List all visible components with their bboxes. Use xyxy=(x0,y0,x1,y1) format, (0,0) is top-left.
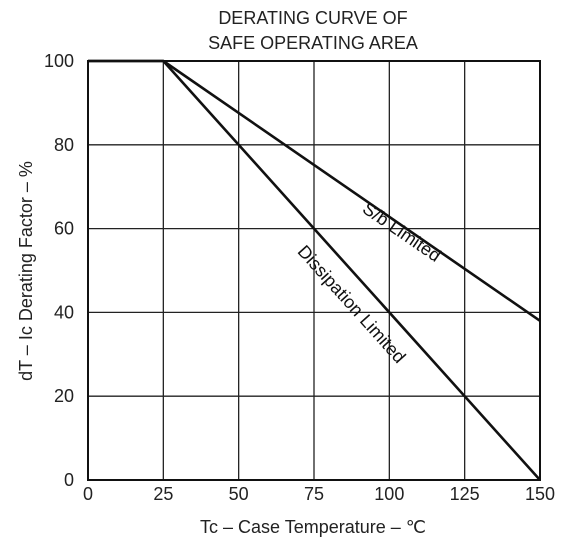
x-tick-label: 25 xyxy=(153,484,173,504)
plot-frame xyxy=(87,60,541,481)
series-lines xyxy=(88,59,541,481)
x-axis-label: Tc – Case Temperature – ℃ xyxy=(200,517,426,537)
y-tick-label: 60 xyxy=(54,219,74,239)
chart-title-line-2: SAFE OPERATING AREA xyxy=(208,33,418,53)
y-tick-label: 40 xyxy=(54,302,74,322)
grid xyxy=(87,60,541,481)
x-tick-label: 50 xyxy=(229,484,249,504)
x-tick-label: 125 xyxy=(450,484,480,504)
y-tick-label: 0 xyxy=(64,470,74,490)
x-tick-label: 150 xyxy=(525,484,555,504)
annotation-label: Dissipation Limited xyxy=(294,241,410,367)
series-line-2 xyxy=(88,59,541,481)
y-axis-label: dT – Ic Derating Factor – % xyxy=(16,161,36,381)
chart-title-line-1: DERATING CURVE OF xyxy=(218,8,407,28)
x-tick-label: 0 xyxy=(83,484,93,504)
annotation-label: S/b Limited xyxy=(359,198,444,266)
y-tick-label: 20 xyxy=(54,386,74,406)
x-tick-label: 75 xyxy=(304,484,324,504)
y-tick-label: 100 xyxy=(44,51,74,71)
x-tick-label: 100 xyxy=(374,484,404,504)
tick-labels: 0 25 50 75 100 125 150 0 20 40 60 80 100 xyxy=(44,51,555,504)
y-tick-label: 80 xyxy=(54,135,74,155)
